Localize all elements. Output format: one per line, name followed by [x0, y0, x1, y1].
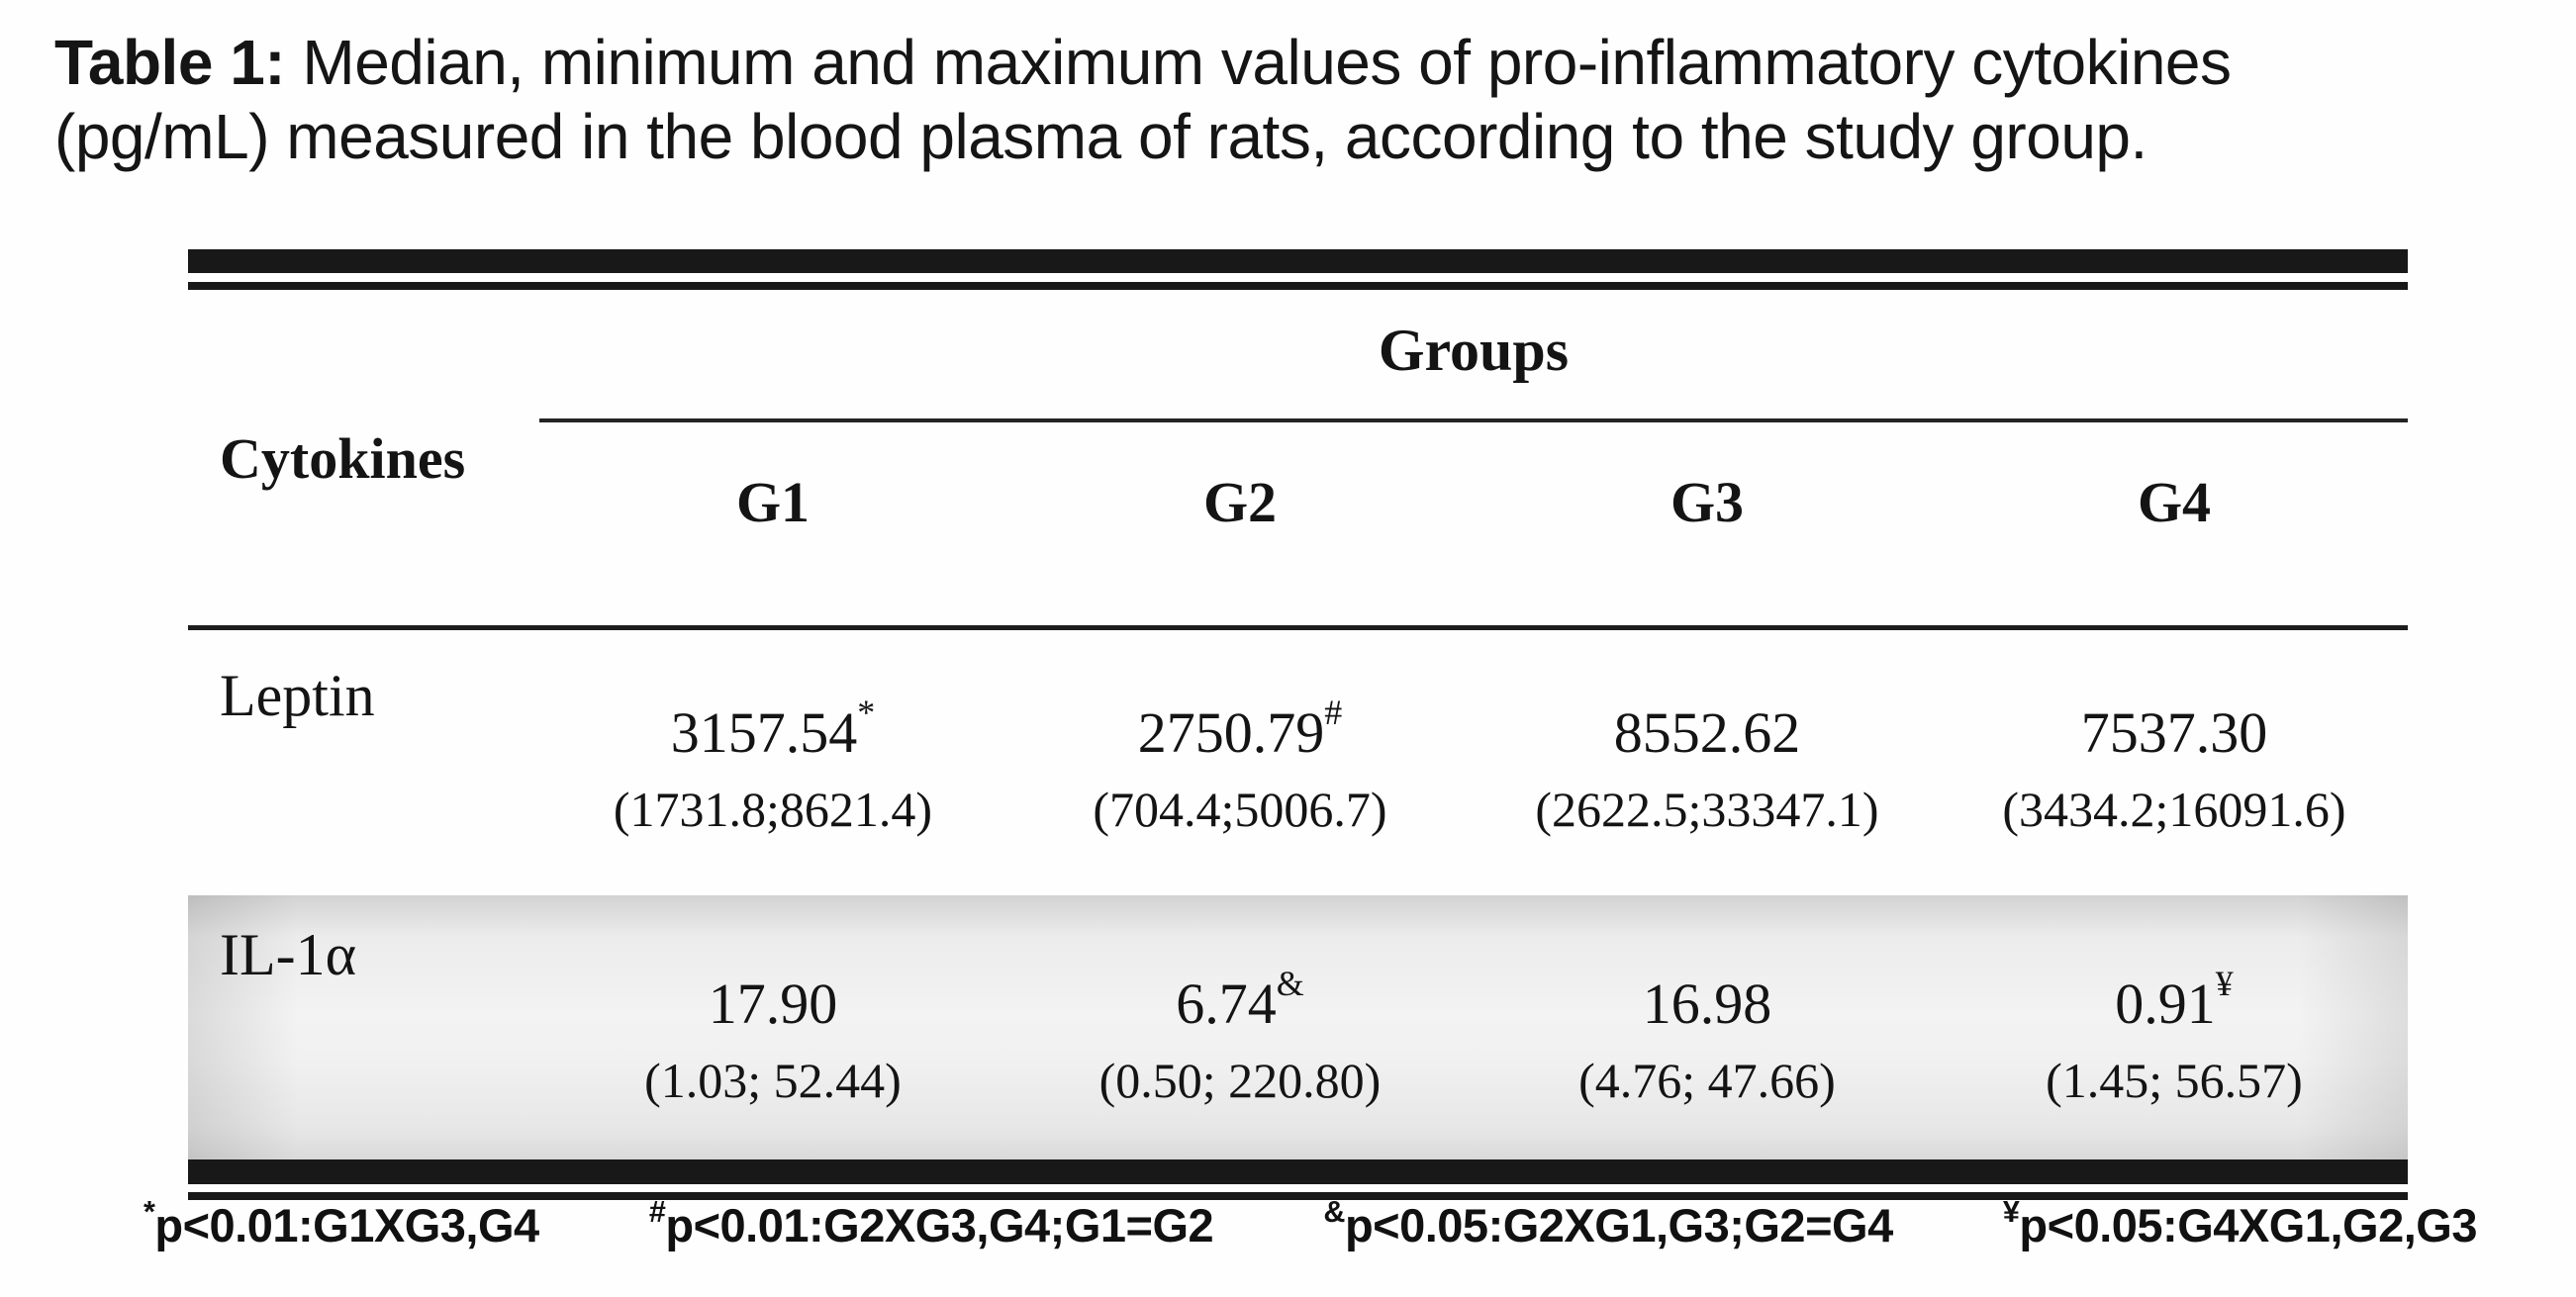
- median-number: 0.91: [2115, 972, 2216, 1036]
- median-number: 8552.62: [1613, 700, 1801, 765]
- cell-leptin-g1: 3157.54* (1731.8;8621.4): [539, 630, 1006, 895]
- cell-leptin-g3: 8552.62 (2622.5;33347.1): [1474, 630, 1941, 895]
- significance-marker: ¥: [2215, 964, 2234, 1003]
- column-headers: G1 G2 G3 G4: [539, 469, 2408, 535]
- table-caption-line2: (pg/mL) measured in the blood plasma of …: [54, 100, 2147, 172]
- median-number: 2750.79: [1137, 700, 1325, 765]
- median-value: 7537.30: [1941, 694, 2408, 765]
- bottom-rule-thick: [188, 1159, 2408, 1184]
- footnote-symbol: &: [1323, 1195, 1345, 1229]
- min-max-range: (1.45; 56.57): [2046, 1052, 2303, 1108]
- cell-leptin-g4: 7537.30 (3434.2;16091.6): [1941, 630, 2408, 895]
- min-max-range: (1.03; 52.44): [644, 1052, 902, 1108]
- footnote-ampersand: &p<0.05:G2XG1,G3;G2=G4: [1323, 1195, 1893, 1252]
- median-number: 7537.30: [2080, 700, 2268, 765]
- column-header-g4: G4: [2137, 470, 2212, 534]
- footnote-symbol: ¥: [2002, 1195, 2020, 1229]
- data-table: Groups Cytokines G1 G2 G3 G4 Leptin 3157…: [188, 249, 2408, 1200]
- footnote-asterisk: *p<0.01:G1XG3,G4: [143, 1195, 539, 1252]
- footnote-text: p<0.05:G2XG1,G3;G2=G4: [1344, 1199, 1893, 1251]
- significance-marker: *: [857, 693, 876, 732]
- median-number: 6.74: [1176, 972, 1277, 1036]
- row-label-leptin: Leptin: [220, 663, 375, 728]
- footnotes: *p<0.01:G1XG3,G4 #p<0.01:G2XG3,G4;G1=G2 …: [143, 1195, 2477, 1252]
- significance-marker: #: [1324, 693, 1343, 732]
- median-number: 16.98: [1642, 972, 1772, 1036]
- cell-il1a-g4: 0.91¥ (1.45; 56.57): [1941, 895, 2408, 1159]
- top-rule-thick: [188, 249, 2408, 273]
- table-caption-label: Table 1:: [54, 27, 286, 98]
- column-header-g3: G3: [1670, 470, 1745, 534]
- min-max-range: (2622.5;33347.1): [1535, 781, 1879, 837]
- min-max-range: (3434.2;16091.6): [2002, 781, 2346, 837]
- footnote-symbol: #: [648, 1195, 666, 1229]
- table-row-leptin: Leptin 3157.54* (1731.8;8621.4) 2750.79#…: [188, 630, 2408, 895]
- row-label-il1a: IL-1α: [220, 922, 357, 987]
- cell-leptin-g2: 2750.79# (704.4;5006.7): [1006, 630, 1474, 895]
- median-value: 0.91¥: [1941, 964, 2408, 1036]
- column-header-g2: G2: [1202, 470, 1278, 534]
- median-value: 6.74&: [1006, 964, 1474, 1036]
- median-value: 3157.54*: [539, 693, 1006, 765]
- cell-il1a-g3: 16.98 (4.76; 47.66): [1474, 895, 1941, 1159]
- footnote-hash: #p<0.01:G2XG3,G4;G1=G2: [648, 1195, 1214, 1252]
- footnote-symbol: *: [143, 1195, 155, 1229]
- cell-il1a-g1: 17.90 (1.03; 52.44): [539, 895, 1006, 1159]
- footnote-text: p<0.05:G4XG1,G2,G3: [2019, 1199, 2477, 1251]
- significance-marker: &: [1276, 964, 1304, 1003]
- min-max-range: (0.50; 220.80): [1098, 1052, 1382, 1108]
- min-max-range: (4.76; 47.66): [1578, 1052, 1836, 1108]
- median-number: 17.90: [708, 972, 838, 1036]
- top-rule-thin: [188, 282, 2408, 290]
- min-max-range: (1731.8;8621.4): [613, 781, 933, 837]
- cell-il1a-g2: 6.74& (0.50; 220.80): [1006, 895, 1474, 1159]
- group-header-underline: [539, 418, 2408, 422]
- median-value: 2750.79#: [1006, 693, 1474, 765]
- table-caption: Table 1: Median, minimum and maximum val…: [54, 26, 2528, 174]
- footnote-yen: ¥p<0.05:G4XG1,G2,G3: [2002, 1195, 2478, 1252]
- header-bottom-rule: [188, 625, 2408, 630]
- median-value: 17.90: [539, 965, 1006, 1036]
- table-caption-line1: Median, minimum and maximum values of pr…: [285, 27, 2232, 98]
- group-header: Groups: [1378, 318, 1570, 383]
- row-header-cytokines: Cytokines: [220, 426, 466, 491]
- min-max-range: (704.4;5006.7): [1093, 781, 1387, 837]
- footnote-text: p<0.01:G2XG3,G4;G1=G2: [665, 1199, 1214, 1251]
- column-header-g1: G1: [735, 470, 811, 534]
- median-value: 8552.62: [1474, 694, 1941, 765]
- median-value: 16.98: [1474, 965, 1941, 1036]
- footnote-text: p<0.01:G1XG3,G4: [154, 1199, 539, 1251]
- median-number: 3157.54: [670, 700, 858, 765]
- bottom-rule-thin: [188, 1192, 2408, 1200]
- table-row-il1a: IL-1α 17.90 (1.03; 52.44) 6.74& (0.50; 2…: [188, 895, 2408, 1159]
